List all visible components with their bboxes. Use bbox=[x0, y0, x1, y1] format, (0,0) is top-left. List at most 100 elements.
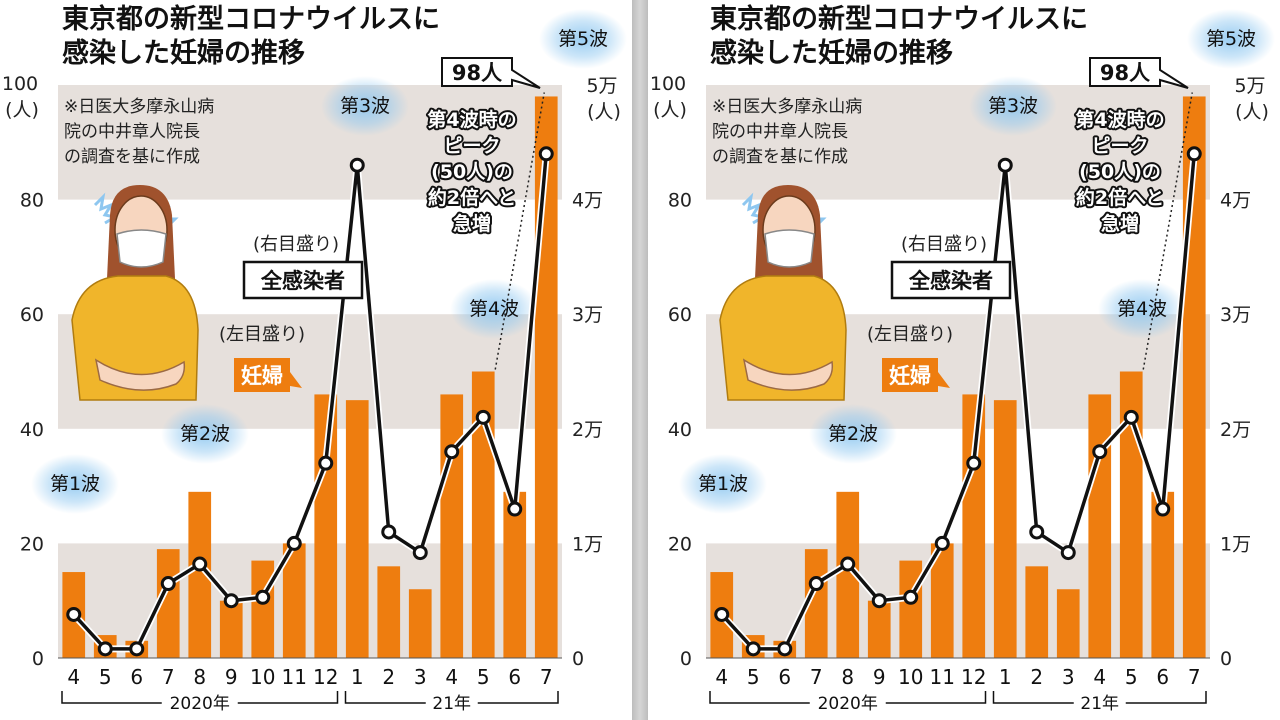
line-all-infected bbox=[72, 153, 548, 651]
bar-pregnant-11 bbox=[377, 566, 401, 658]
year-bracket-left bbox=[992, 691, 1074, 704]
point-all-infected-4 bbox=[808, 576, 824, 592]
left-axis-top-tick: 100 bbox=[650, 73, 686, 95]
wave-label: 第4波 bbox=[469, 298, 519, 320]
right-tick-label: 1万 bbox=[572, 533, 603, 555]
right-tick-label: 3万 bbox=[1220, 304, 1251, 326]
wave-glow bbox=[31, 454, 119, 514]
wave-glow bbox=[161, 404, 249, 464]
woman-with-mask-illustration bbox=[719, 185, 847, 401]
x-tick-label: 4 bbox=[715, 665, 728, 689]
bar-pregnant-15 bbox=[1151, 491, 1175, 658]
point-all-infected-6 bbox=[871, 593, 887, 609]
x-tick-label: 6 bbox=[130, 665, 143, 689]
point-all-infected-2 bbox=[97, 641, 113, 657]
year-bracket-right bbox=[1125, 691, 1207, 704]
x-tick-label: 7 bbox=[1188, 665, 1201, 689]
source-note-line: ※日医大多摩永山病 bbox=[712, 97, 862, 117]
point-all-infected-8 bbox=[286, 535, 302, 551]
annotation-outline: (50人)の bbox=[431, 161, 513, 183]
x-tick-label: 1 bbox=[351, 665, 364, 689]
x-tick-label: 1 bbox=[999, 665, 1012, 689]
chart-panel-right: 東京都の新型コロナウイルスに 感染した妊婦の推移 100 (人) 5万 (人) 0 20 40 6… bbox=[648, 0, 1280, 720]
left-tick-label: 0 bbox=[680, 648, 692, 670]
pregnant-tag bbox=[882, 358, 950, 392]
annotation-line: ピーク bbox=[443, 135, 500, 157]
point-all-infected-3 bbox=[777, 641, 793, 657]
point-all-infected-15 bbox=[1155, 501, 1171, 517]
peak-callout-label: 98人 bbox=[1100, 61, 1150, 85]
left-scale-note: (左目盛り) bbox=[219, 324, 305, 345]
x-tick-label: 8 bbox=[841, 665, 854, 689]
x-tick-label: 5 bbox=[1125, 665, 1138, 689]
point-all-infected-4 bbox=[160, 576, 176, 592]
peak-leader-dotted bbox=[1142, 92, 1193, 370]
wave-label: 第1波 bbox=[698, 473, 748, 495]
x-tick-label: 6 bbox=[778, 665, 791, 689]
point-all-infected-9 bbox=[966, 455, 982, 471]
x-tick-label: 4 bbox=[1093, 665, 1106, 689]
chart-title-line2: 感染した妊婦の推移 bbox=[710, 37, 953, 69]
bar-pregnant-7 bbox=[251, 560, 275, 658]
face-mask bbox=[764, 229, 815, 268]
x-tick-label: 4 bbox=[67, 665, 80, 689]
wave-glow bbox=[1187, 9, 1275, 69]
left-scale-note: (左目盛り) bbox=[867, 324, 953, 345]
left-tick-label: 60 bbox=[20, 304, 44, 326]
wave-label: 第4波 bbox=[1117, 298, 1167, 320]
wave-glow bbox=[539, 9, 627, 69]
x-tick-label: 4 bbox=[445, 665, 458, 689]
bar-pregnant-10 bbox=[993, 400, 1017, 658]
grid-band bbox=[58, 85, 562, 200]
right-tick-label: 4万 bbox=[1220, 190, 1251, 212]
x-tick-label: 12 bbox=[961, 665, 986, 689]
left-axis-top-tick: 100 bbox=[2, 73, 38, 95]
wave-glow bbox=[321, 76, 409, 136]
point-all-infected-6 bbox=[223, 593, 239, 609]
wave-glow bbox=[450, 279, 538, 339]
point-all-infected-11 bbox=[381, 524, 397, 540]
all-infected-label: 全感染者 bbox=[908, 269, 993, 293]
point-all-infected-5 bbox=[192, 556, 208, 572]
source-note-line: の調査を基に作成 bbox=[712, 147, 848, 167]
annotation-line: ピーク bbox=[1091, 135, 1148, 157]
chart-title-line1: 東京都の新型コロナウイルスに bbox=[710, 3, 1088, 35]
source-note-line: の調査を基に作成 bbox=[64, 147, 200, 167]
grid-band bbox=[706, 85, 1210, 200]
annotation-line: 第4波時の bbox=[1075, 108, 1164, 131]
year-label: 2020年 bbox=[170, 694, 230, 714]
peak-callout-box bbox=[1089, 57, 1189, 89]
bar-pregnant-15 bbox=[503, 491, 527, 658]
crossed-arms bbox=[94, 358, 186, 391]
peak-callout-label: 98人 bbox=[452, 61, 502, 85]
wave-label: 第5波 bbox=[1206, 28, 1256, 50]
point-all-infected-16 bbox=[538, 146, 554, 162]
source-note-line: 院の中井章人院長 bbox=[64, 122, 200, 142]
right-tick-label: 0 bbox=[1220, 648, 1232, 670]
right-axis-unit: (人) bbox=[1235, 101, 1269, 123]
annotation-line: 急増 bbox=[1101, 212, 1139, 235]
chart-svg: 東京都の新型コロナウイルスに感染した妊婦の推移100(人)5万(人)020406… bbox=[650, 3, 1275, 714]
x-tick-label: 5 bbox=[477, 665, 490, 689]
x-tick-label: 10 bbox=[898, 665, 923, 689]
chart-panel-left: 東京都の新型コロナウイルスに 感染した妊婦の推移 100 (人) 5万 (人) 0 20 40 6… bbox=[0, 0, 632, 720]
left-tick-label: 60 bbox=[668, 304, 692, 326]
wave-label: 第2波 bbox=[180, 423, 230, 445]
x-tick-label: 3 bbox=[414, 665, 427, 689]
point-all-infected-16 bbox=[1186, 146, 1202, 162]
right-scale-note: (右目盛り) bbox=[901, 234, 987, 255]
bar-pregnant-8 bbox=[930, 543, 954, 658]
point-all-infected-14 bbox=[475, 409, 491, 425]
bar-pregnant-13 bbox=[440, 394, 464, 658]
all-infected-box bbox=[242, 260, 364, 300]
bar-pregnant-10 bbox=[345, 400, 369, 658]
year-label: 21年 bbox=[432, 694, 471, 714]
peak-leader-dotted bbox=[494, 92, 545, 370]
bar-pregnant-7 bbox=[899, 560, 923, 658]
annotation-line: 約2倍へと bbox=[428, 186, 516, 209]
crossed-arms bbox=[742, 358, 834, 391]
bar-pregnant-5 bbox=[836, 491, 860, 658]
right-axis-unit: (人) bbox=[587, 101, 621, 123]
left-tick-label: 20 bbox=[20, 533, 44, 555]
face-mask bbox=[116, 229, 167, 268]
